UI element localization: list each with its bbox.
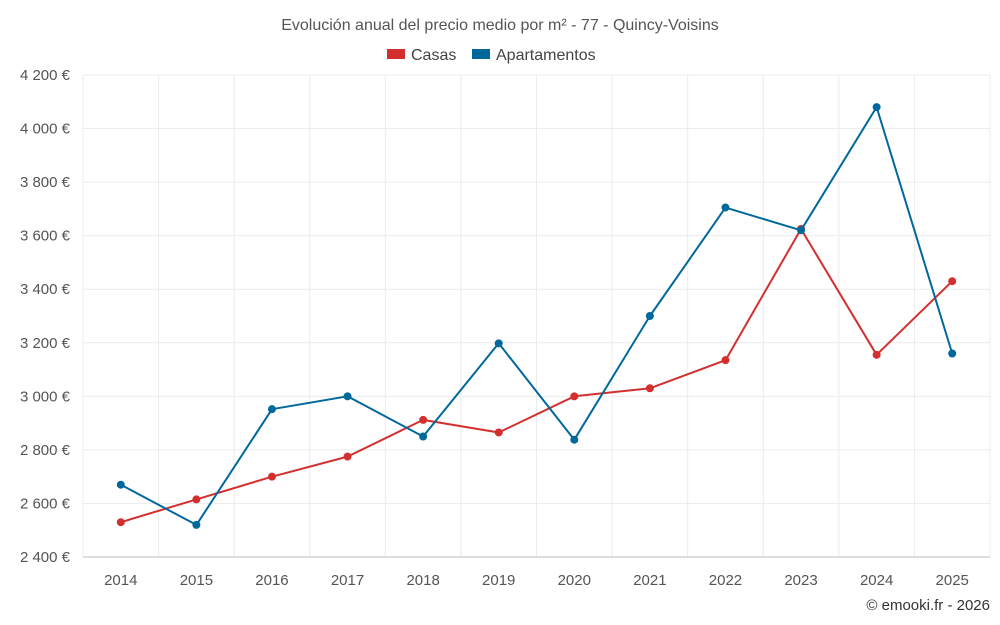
y-tick-label: 3 200 €	[20, 335, 71, 352]
legend-label-apartamentos[interactable]: Apartamentos	[496, 47, 596, 64]
x-axis: 2014 2015 2016 2017 2018 2019 2020 2021 2022 2023…	[83, 556, 990, 589]
data-point-casas[interactable]	[343, 452, 352, 461]
data-point-casas[interactable]	[419, 415, 428, 424]
x-tick-label: 2024	[860, 572, 893, 589]
data-point-casas[interactable]	[267, 472, 276, 481]
legend: Casas Apartamentos	[387, 47, 596, 64]
y-tick-label: 2 400 €	[20, 549, 71, 566]
y-tick-label: 3 400 €	[20, 281, 71, 298]
data-point-casas[interactable]	[192, 495, 201, 504]
data-point-casas[interactable]	[116, 518, 125, 527]
x-tick-label: 2017	[331, 572, 364, 589]
x-tick-label: 2021	[633, 572, 666, 589]
x-tick-label: 2015	[180, 572, 213, 589]
data-point-apartamentos[interactable]	[267, 405, 276, 414]
data-point-apartamentos[interactable]	[721, 203, 730, 212]
data-point-apartamentos[interactable]	[419, 432, 428, 441]
data-point-casas[interactable]	[721, 356, 730, 365]
y-tick-label: 4 000 €	[20, 121, 71, 138]
series-layer	[116, 103, 957, 529]
data-point-apartamentos[interactable]	[343, 392, 352, 401]
data-point-casas[interactable]	[570, 392, 579, 401]
data-point-casas[interactable]	[948, 277, 957, 286]
series-casas	[116, 224, 957, 527]
data-point-apartamentos[interactable]	[570, 435, 579, 444]
legend-label-casas[interactable]: Casas	[411, 47, 456, 64]
x-tick-label: 2023	[784, 572, 817, 589]
data-point-apartamentos[interactable]	[948, 349, 957, 358]
series-line-casas	[120, 228, 953, 524]
x-tick-label: 2022	[709, 572, 742, 589]
x-tick-label: 2020	[558, 572, 591, 589]
y-tick-label: 3 600 €	[20, 228, 71, 245]
data-point-apartamentos[interactable]	[872, 103, 881, 112]
x-tick-label: 2016	[255, 572, 288, 589]
x-tick-label: 2025	[936, 572, 969, 589]
data-point-apartamentos[interactable]	[192, 520, 201, 529]
legend-swatch-casas	[387, 49, 405, 59]
credit-text: © emooki.fr - 2026	[866, 597, 990, 614]
data-point-apartamentos[interactable]	[645, 312, 654, 320]
y-tick-label: 2 600 €	[20, 495, 71, 512]
grid	[82, 74, 991, 557]
x-tick-label: 2019	[482, 572, 515, 589]
y-tick-label: 3 000 €	[20, 388, 71, 405]
data-point-apartamentos[interactable]	[797, 226, 806, 235]
data-point-apartamentos[interactable]	[494, 339, 503, 348]
chart-title: Evolución anual del precio medio por m² …	[281, 17, 719, 34]
data-point-casas[interactable]	[872, 350, 881, 359]
y-tick-label: 2 800 €	[20, 442, 71, 459]
x-tick-label: 2018	[406, 572, 439, 589]
data-point-casas[interactable]	[494, 428, 503, 437]
y-tick-label: 3 800 €	[20, 174, 71, 191]
y-tick-label: 4 200 €	[20, 67, 71, 84]
y-axis: 2 400 € 2 600 € 2 800 € 3 000 € 3 200 € 3 400…	[20, 67, 71, 566]
data-point-apartamentos[interactable]	[116, 480, 125, 489]
x-tick-label: 2014	[104, 572, 137, 589]
series-line-apartamentos	[120, 106, 954, 526]
data-point-casas[interactable]	[645, 384, 654, 393]
legend-swatch-apartamentos	[472, 49, 490, 59]
series-apartamentos	[116, 103, 957, 529]
